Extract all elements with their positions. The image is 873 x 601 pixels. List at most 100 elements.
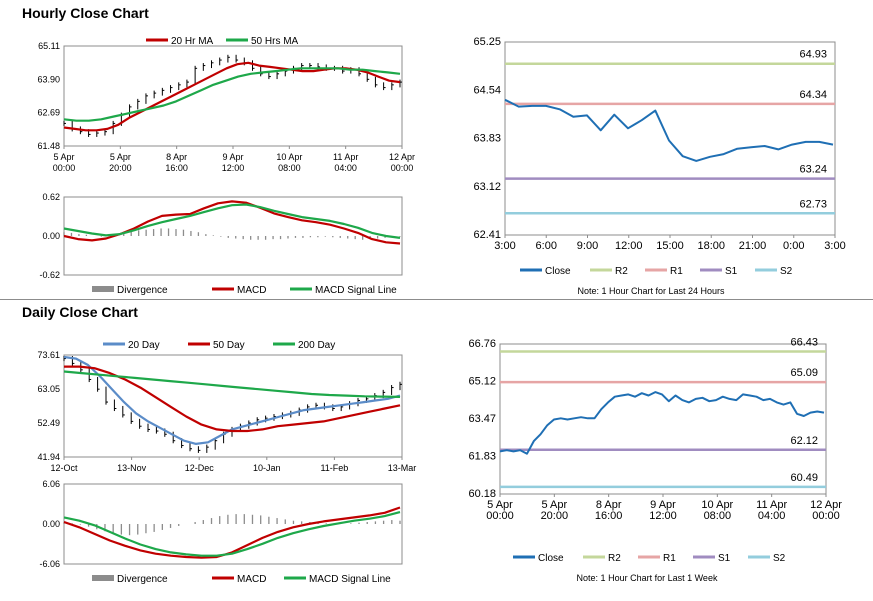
hourly_pivot-legend-label-s2: S2: [780, 266, 793, 277]
daily_pivot-series-close: [499, 391, 825, 455]
hourly_pivot-x-tick-label-5: 18:00: [697, 240, 725, 252]
daily_price-y-tick-label-1: 63.05: [37, 384, 60, 394]
hourly_price-x-tick-sublabel-4: 08:00: [278, 163, 301, 173]
daily_pivot-y-tick-label-4: 60.18: [468, 488, 496, 500]
hourly_price-x-tick-label-4: 10 Apr: [276, 152, 302, 162]
daily_pivot-x-tick-label-4: 10 Apr: [701, 499, 733, 511]
daily_pivot-legend-label-close: Close: [538, 553, 564, 564]
section-divider: [0, 299, 873, 300]
daily_pivot-x-tick-label-2: 8 Apr: [596, 499, 622, 511]
daily_price-x-tick-label-5: 13-Mar: [388, 463, 417, 473]
daily_price-plot-frame: [63, 354, 403, 458]
hourly_pivot-y-tick-label-4: 62.41: [473, 229, 501, 241]
daily_macd-series-macd: [63, 506, 401, 559]
daily_pivot-legend-label-r2: R2: [608, 553, 621, 564]
daily_pivot-level-label-r2: 66.43: [790, 337, 818, 349]
daily_pivot-y-tick-label-3: 61.83: [468, 450, 496, 462]
hourly_pivot-x-tick-label-4: 15:00: [656, 240, 684, 252]
hourly_pivot-legend-label-s1: S1: [725, 266, 738, 277]
hourly_pivot-x-tick-label-2: 9:00: [577, 240, 598, 252]
hourly_pivot-level-label-r1: 64.34: [799, 89, 827, 101]
hourly_price-x-tick-label-0: 5 Apr: [53, 152, 74, 162]
daily_pivot-x-tick-sublabel-6: 00:00: [812, 510, 840, 522]
hourly-section-title: Hourly Close Chart: [22, 5, 149, 21]
hourly_macd-y-tick-label-1: 0.00: [42, 231, 60, 241]
daily_pivot-x-tick-label-1: 5 Apr: [541, 499, 567, 511]
hourly_price-legend-label-20-hr-ma: 20 Hr MA: [171, 36, 214, 47]
daily_price-x-tick-label-2: 12-Dec: [185, 463, 215, 473]
hourly_price-x-tick-sublabel-6: 00:00: [391, 163, 414, 173]
hourly_pivot-level-label-s1: 63.24: [799, 164, 827, 176]
hourly_price-legend-label-50-hrs-ma: 50 Hrs MA: [251, 36, 299, 47]
daily_pivot-y-tick-label-0: 66.76: [468, 338, 496, 350]
hourly_macd-y-tick-label-2: -0.62: [39, 270, 60, 280]
hourly_macd-legend-label-macd: MACD: [237, 285, 266, 296]
hourly_pivot-x-tick-label-1: 6:00: [536, 240, 557, 252]
hourly_pivot-level-label-s2: 62.73: [799, 198, 827, 210]
daily_macd-y-tick-label-0: 6.06: [42, 479, 60, 489]
hourly_price-x-tick-label-1: 5 Apr: [110, 152, 131, 162]
daily_macd-legend-label-macd-signal-line: MACD Signal Line: [309, 574, 391, 585]
daily_pivot-legend-label-r1: R1: [663, 553, 676, 564]
hourly_price-x-tick-sublabel-3: 12:00: [222, 163, 245, 173]
daily_macd-legend-label-macd: MACD: [237, 574, 266, 585]
hourly_macd-series-macd: [63, 200, 401, 245]
daily_pivot-level-label-s1: 62.12: [790, 435, 818, 447]
hourly_pivot-level-label-r2: 64.93: [799, 49, 827, 61]
hourly_price-plot-frame: [63, 45, 403, 147]
hourly_price-x-tick-sublabel-5: 04:00: [334, 163, 357, 173]
daily_macd-y-tick-label-2: -6.06: [39, 559, 60, 569]
daily_pivot-legend-label-s2: S2: [773, 553, 786, 564]
daily_macd-y-tick-label-1: 0.00: [42, 519, 60, 529]
daily_macd-divergence-bars: [63, 514, 401, 536]
hourly_price-x-tick-label-3: 9 Apr: [222, 152, 243, 162]
hourly_macd-series-macd-signal-line: [63, 203, 401, 239]
hourly_pivot-legend-label-r1: R1: [670, 266, 683, 277]
hourly_pivot-x-tick-label-7: 0:00: [783, 240, 804, 252]
hourly_price-x-tick-sublabel-1: 20:00: [109, 163, 132, 173]
hourly_price-y-tick-label-3: 61.48: [37, 141, 60, 151]
daily_price-x-tick-label-1: 13-Nov: [117, 463, 147, 473]
hourly_price-x-tick-label-2: 8 Apr: [166, 152, 187, 162]
daily-section-title: Daily Close Chart: [22, 304, 138, 320]
daily_pivot-x-tick-sublabel-5: 04:00: [758, 510, 786, 522]
hourly_pivot-note: Note: 1 Hour Chart for Last 24 Hours: [577, 286, 725, 296]
daily_price-legend-label-20-day: 20 Day: [128, 340, 160, 351]
hourly_pivot-legend-label-close: Close: [545, 266, 571, 277]
hourly_pivot-x-tick-label-0: 3:00: [494, 240, 515, 252]
hourly_price-price-bars: [63, 54, 402, 137]
daily_pivot-plot-frame: [499, 343, 827, 495]
daily_price-x-tick-label-4: 11-Feb: [320, 463, 348, 473]
daily_pivot-y-tick-label-1: 65.12: [468, 375, 496, 387]
daily_pivot-x-tick-sublabel-4: 08:00: [704, 510, 732, 522]
daily_pivot-note: Note: 1 Hour Chart for Last 1 Week: [577, 573, 718, 583]
daily_pivot-level-label-s2: 60.49: [790, 472, 818, 484]
daily_price-series-20-day: [63, 355, 401, 445]
daily_price-legend-label-50-day: 50 Day: [213, 340, 245, 351]
hourly_price-y-tick-label-1: 63.90: [37, 74, 60, 84]
hourly_price-x-tick-sublabel-2: 16:00: [165, 163, 188, 173]
daily_price-y-tick-label-2: 52.49: [37, 418, 60, 428]
daily_pivot-x-tick-sublabel-1: 20:00: [541, 510, 569, 522]
daily_price-series-200-day: [63, 370, 401, 398]
hourly_price-series-20-hr-ma: [63, 61, 401, 132]
hourly_pivot-y-tick-label-0: 65.25: [473, 36, 501, 48]
daily_pivot-x-tick-sublabel-3: 12:00: [649, 510, 677, 522]
daily_macd-series-macd-signal-line: [63, 511, 401, 557]
daily_pivot-y-tick-label-2: 63.47: [468, 413, 496, 425]
daily_pivot-x-tick-sublabel-0: 00:00: [486, 510, 514, 522]
hourly_pivot-legend-label-r2: R2: [615, 266, 628, 277]
hourly_macd-y-tick-label-0: 0.62: [42, 192, 60, 202]
hourly_price-y-tick-label-2: 62.69: [37, 108, 60, 118]
hourly_pivot-series-close: [504, 98, 834, 162]
hourly_pivot-plot-frame: [504, 41, 836, 236]
hourly_pivot-x-tick-label-8: 3:00: [824, 240, 845, 252]
hourly_pivot-y-tick-label-3: 63.12: [473, 181, 501, 193]
hourly_price-y-tick-label-0: 65.11: [38, 41, 60, 51]
hourly_pivot-x-tick-label-6: 21:00: [739, 240, 767, 252]
daily_price-x-tick-label-0: 12-Oct: [50, 463, 78, 473]
daily_pivot-x-tick-label-0: 5 Apr: [487, 499, 513, 511]
hourly_price-x-tick-sublabel-0: 00:00: [53, 163, 76, 173]
hourly_macd-legend-swatch-divergence: [92, 286, 114, 292]
